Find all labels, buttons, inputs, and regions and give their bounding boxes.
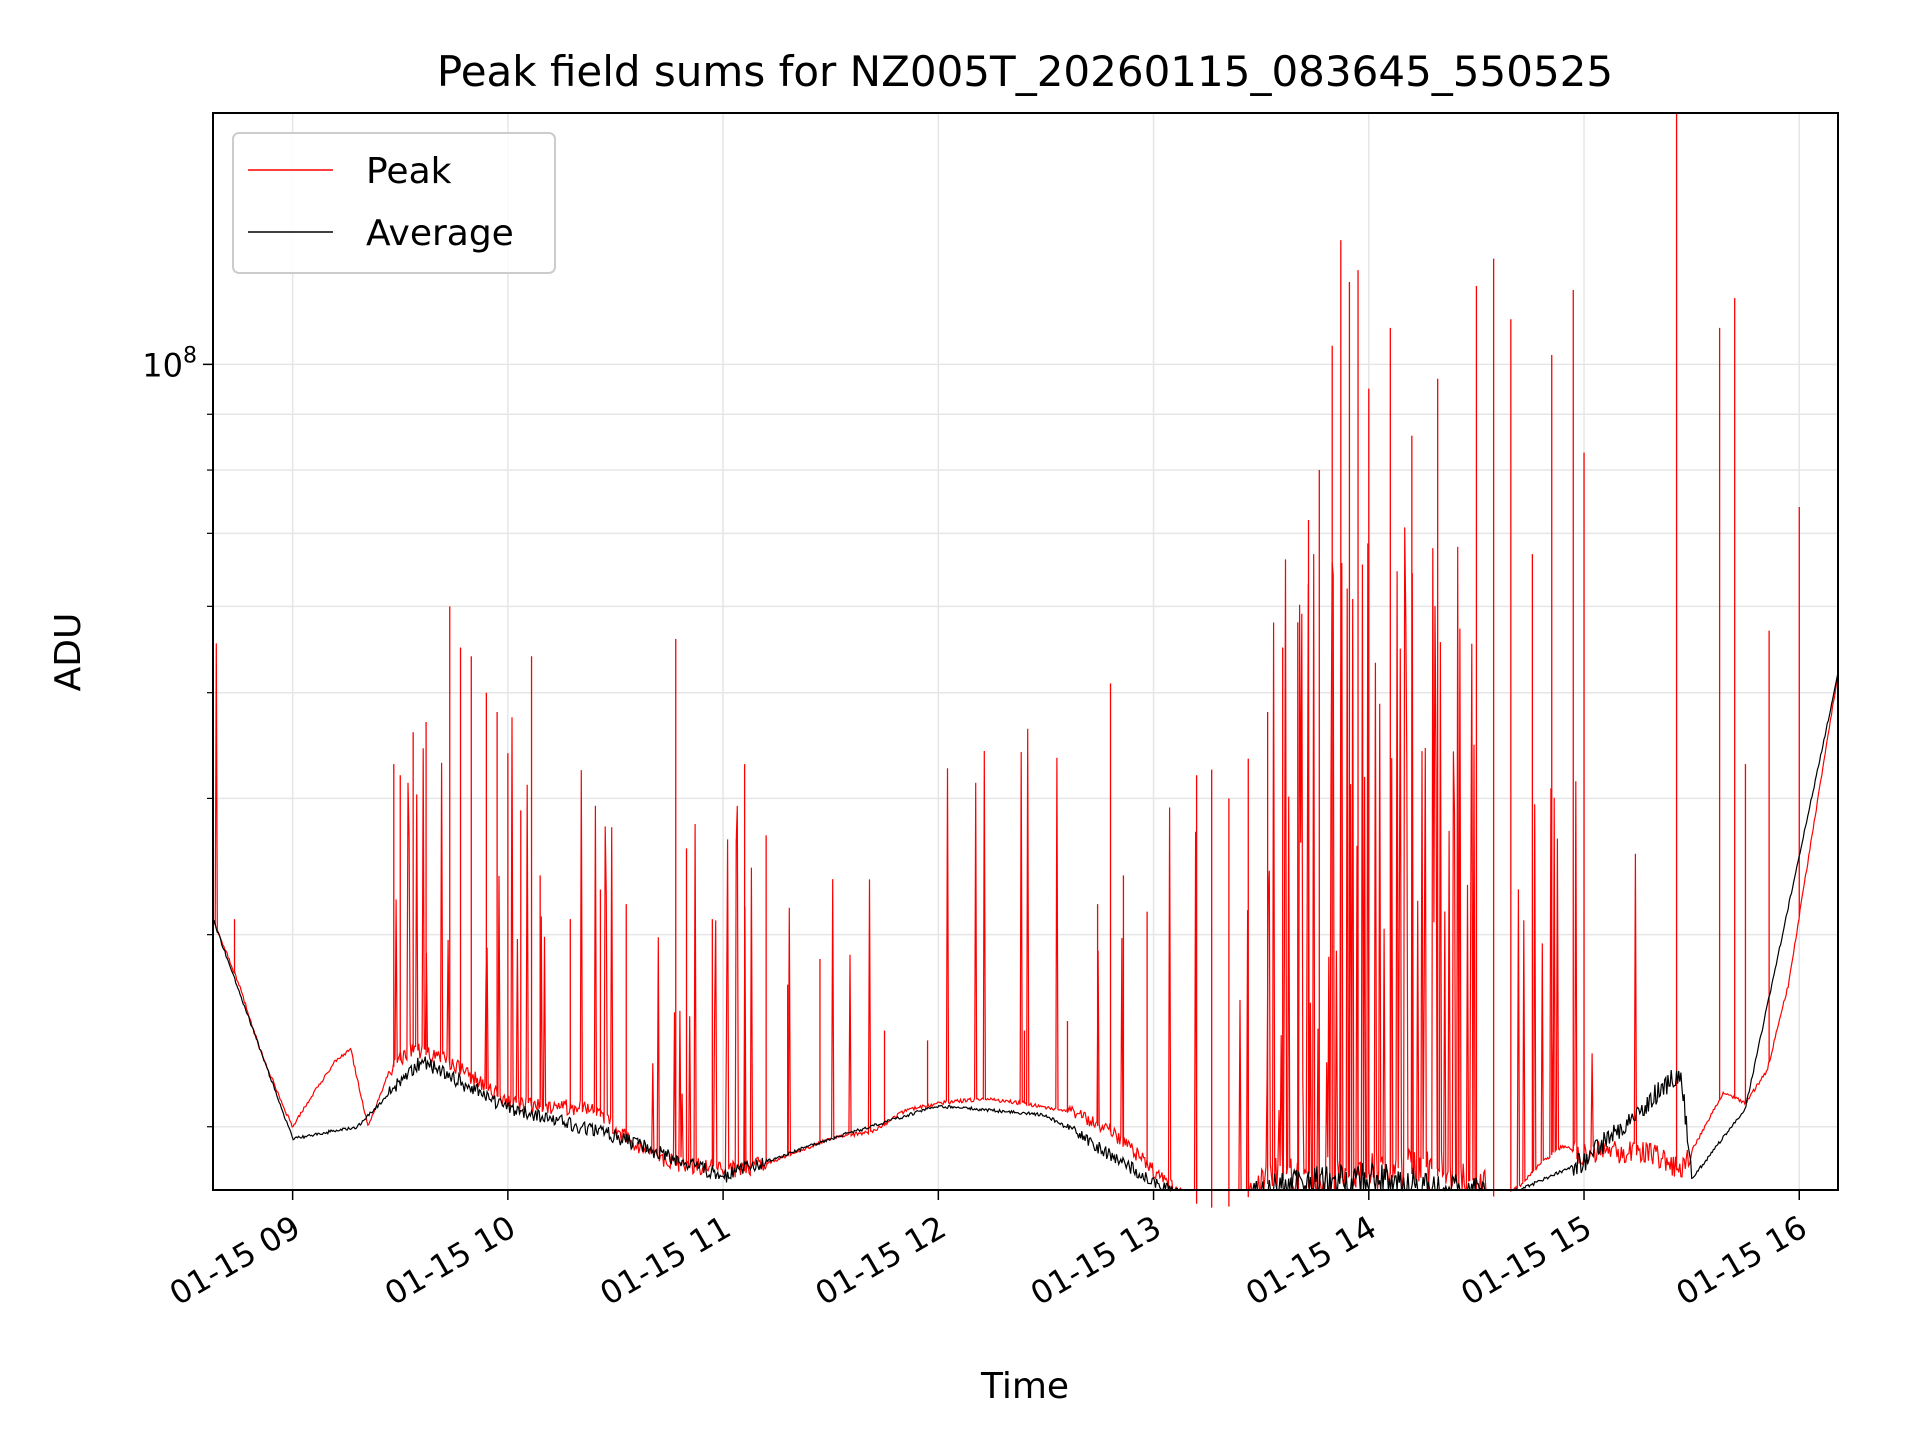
x-tick-label: 01-15 09 <box>163 1208 307 1313</box>
plot-frame <box>212 112 1839 1191</box>
x-tick-label: 01-15 14 <box>1239 1208 1383 1313</box>
x-tick-label: 01-15 11 <box>593 1208 737 1313</box>
legend: Peak Average <box>232 132 556 274</box>
grid-lines <box>213 113 1838 1190</box>
x-axis-ticks: 01-15 09 01-15 10 01-15 11 01-15 12 01-15 13… <box>163 1190 1813 1313</box>
x-tick-label: 01-15 13 <box>1024 1208 1168 1313</box>
x-tick-label: 01-15 12 <box>809 1208 953 1313</box>
legend-label-peak: Peak <box>366 151 452 192</box>
y-axis-label: ADU <box>48 613 89 692</box>
peak-series-line <box>212 527 1839 1191</box>
chart-title: Peak field sums for NZ005T_20260115_0836… <box>437 47 1613 96</box>
legend-box <box>232 132 556 274</box>
x-tick-label: 01-15 10 <box>378 1208 522 1313</box>
legend-label-average: Average <box>366 213 514 254</box>
x-axis-label: Time <box>980 1366 1069 1407</box>
average-series-line <box>212 672 1839 1193</box>
y-tick-label: 108 <box>142 343 197 384</box>
y-axis-ticks: 108 <box>142 343 213 1128</box>
series-group <box>212 113 1839 1208</box>
x-tick-label: 01-15 15 <box>1454 1208 1598 1313</box>
x-tick-label: 01-15 16 <box>1670 1208 1814 1313</box>
